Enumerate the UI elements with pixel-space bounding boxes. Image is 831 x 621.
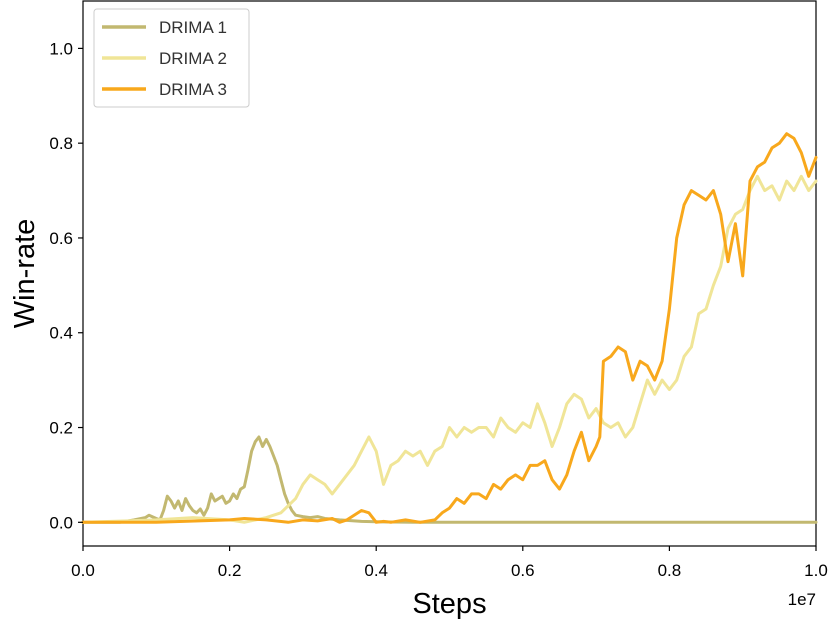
x-tick-label: 1.0 [804, 561, 828, 580]
x-axis-ticks: 0.0 0.2 0.4 0.6 0.8 1.0 [71, 546, 828, 580]
y-tick-label: 0.6 [49, 229, 73, 248]
x-axis-offset-label: 1e7 [788, 590, 816, 609]
series-layer [81, 132, 818, 524]
y-tick-label: 0.2 [49, 419, 73, 438]
x-tick-label: 0.8 [658, 561, 682, 580]
legend-label-3: DRIMA 3 [159, 80, 227, 99]
x-tick-label: 0.0 [71, 561, 95, 580]
x-tick-label: 0.2 [218, 561, 242, 580]
series-line-3 [81, 132, 818, 524]
y-tick-label: 1.0 [49, 39, 73, 58]
legend: DRIMA 1 DRIMA 2 DRIMA 3 [93, 8, 250, 108]
legend-box [93, 8, 250, 108]
y-axis-ticks: 0.0 0.2 0.4 0.6 0.8 1.0 [49, 39, 83, 532]
y-axis-title: Win-rate [9, 219, 41, 329]
legend-label-2: DRIMA 2 [159, 49, 227, 68]
x-tick-label: 0.6 [511, 561, 535, 580]
y-tick-label: 0.0 [49, 513, 73, 532]
legend-label-1: DRIMA 1 [159, 18, 227, 37]
series-line-2 [81, 174, 818, 524]
y-tick-label: 0.8 [49, 134, 73, 153]
x-tick-label: 0.4 [364, 561, 388, 580]
plot-area-frame [82, 0, 817, 547]
x-axis-title: Steps [412, 588, 486, 620]
y-tick-label: 0.4 [49, 324, 73, 343]
